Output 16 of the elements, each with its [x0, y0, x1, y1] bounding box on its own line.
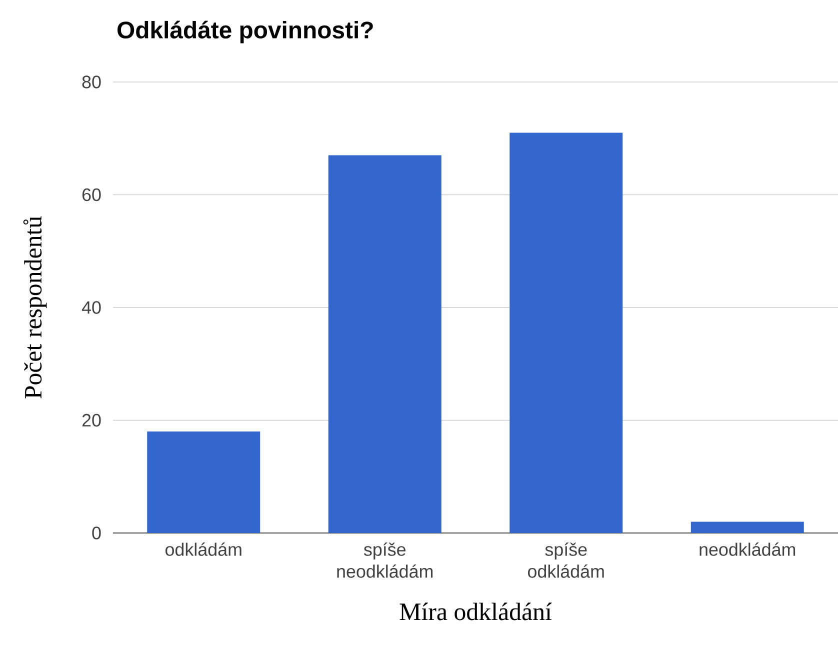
x-tick-label: spíše neodkládám	[337, 542, 433, 578]
y-tick-label: 40	[82, 301, 101, 314]
y-tick-label: 80	[82, 76, 101, 88]
y-tick-label: 0	[92, 526, 101, 540]
chart-title: Odkládáte povinnosti?	[118, 20, 373, 44]
x-tick-label: spíše odkládám	[528, 542, 604, 578]
y-axis-title: Počet respondentů	[23, 216, 47, 398]
x-axis-title: Míra odkládání	[400, 602, 552, 620]
bar	[690, 522, 804, 533]
bar	[147, 432, 260, 533]
x-tick-label: neodkládám	[700, 542, 796, 556]
y-tick-label: 60	[82, 188, 101, 202]
x-tick-label: odkládám	[165, 542, 242, 556]
bar	[510, 132, 623, 533]
y-tick-label: 20	[82, 414, 101, 427]
bar	[328, 155, 442, 533]
